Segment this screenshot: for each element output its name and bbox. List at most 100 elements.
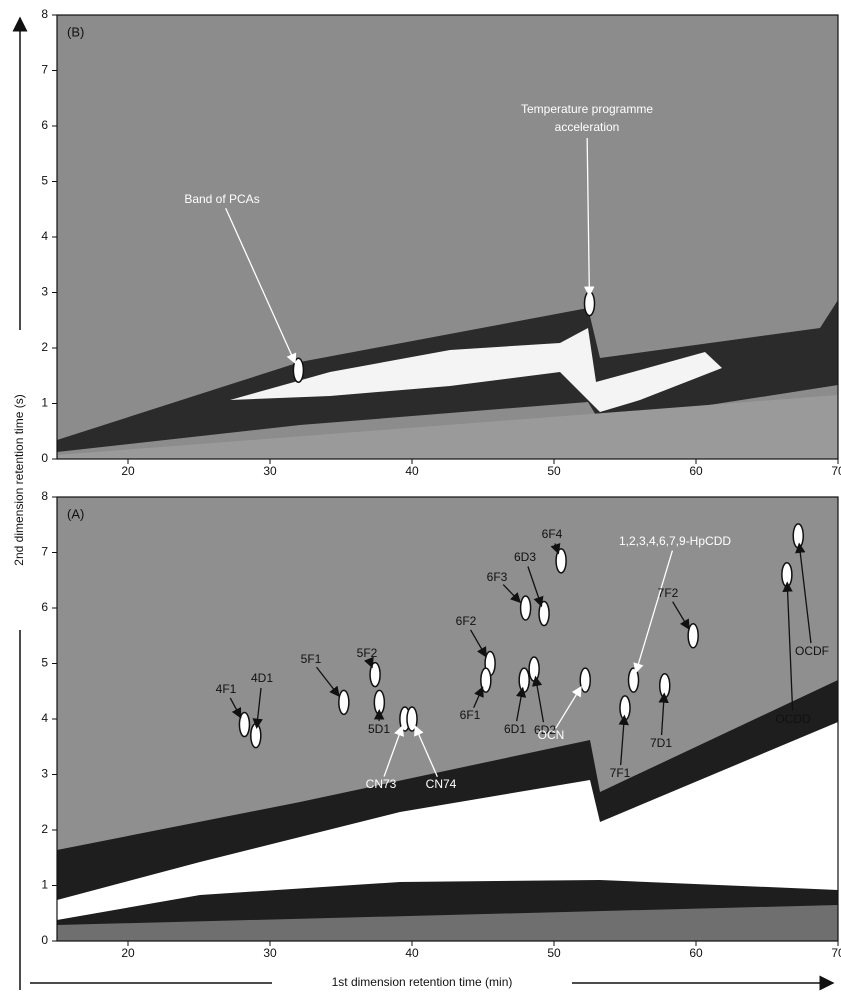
y-axis-label: 2nd dimension retention time (s) bbox=[12, 394, 26, 565]
annotation-label: 5F1 bbox=[301, 652, 322, 666]
y-tick-label: 1 bbox=[41, 878, 48, 892]
y-tick-label: 5 bbox=[41, 656, 48, 670]
annotation-arrow bbox=[795, 542, 812, 644]
y-tick-label: 3 bbox=[41, 767, 48, 781]
peak bbox=[250, 722, 262, 749]
annotation-label: 6F1 bbox=[460, 708, 481, 722]
annotation-label: 6F4 bbox=[542, 527, 563, 541]
panel-a-background bbox=[57, 497, 838, 941]
x-tick-label: 60 bbox=[689, 464, 703, 478]
peak bbox=[792, 523, 804, 549]
annotation-label: CN73 bbox=[366, 777, 397, 791]
peak bbox=[555, 548, 567, 574]
y-tick-label: 2 bbox=[41, 822, 48, 836]
annotation-arrow bbox=[584, 137, 595, 297]
peak bbox=[292, 357, 305, 383]
peak bbox=[238, 711, 251, 738]
y-tick-label: 4 bbox=[41, 711, 48, 725]
x-tick-label: 60 bbox=[689, 946, 703, 960]
y-tick-label: 7 bbox=[41, 63, 48, 77]
annotation-line: Temperature programme bbox=[521, 102, 653, 116]
annotation-label: 4D1 bbox=[251, 671, 273, 685]
x-label-bg bbox=[272, 973, 572, 993]
peak bbox=[519, 595, 532, 621]
annotation-arrow bbox=[658, 692, 669, 736]
annotation-arrow bbox=[555, 685, 582, 729]
x-tick-label: 20 bbox=[121, 464, 135, 478]
annotation-label: Temperature programme acceleration bbox=[521, 102, 653, 134]
peak bbox=[480, 667, 492, 693]
annotation-label: 5D1 bbox=[368, 722, 390, 736]
x-tick-label: 30 bbox=[263, 464, 277, 478]
peak bbox=[338, 689, 350, 716]
annotation-label: 7D1 bbox=[650, 736, 672, 750]
annotation-arrow bbox=[414, 725, 438, 778]
annotation-arrow bbox=[531, 675, 545, 723]
x-tick-label: 40 bbox=[405, 946, 419, 960]
annotation-label: 6F3 bbox=[487, 570, 508, 584]
peak bbox=[518, 667, 530, 693]
y-tick-label: 4 bbox=[41, 229, 48, 243]
annotation-line: acceleration bbox=[555, 120, 620, 134]
annotation-arrow bbox=[473, 686, 484, 709]
annotation-label: OCDD bbox=[775, 712, 811, 726]
y-tick-label: 8 bbox=[41, 7, 48, 21]
peak bbox=[528, 656, 540, 682]
annotation-label: 6D1 bbox=[504, 722, 526, 736]
annotation-label: 6D3 bbox=[514, 550, 536, 564]
y-tick-label: 0 bbox=[41, 451, 48, 465]
y-tick-label: 3 bbox=[41, 285, 48, 299]
peak bbox=[627, 667, 640, 693]
annotation-arrow bbox=[225, 207, 297, 365]
y-tick-label: 0 bbox=[41, 933, 48, 947]
annotation-arrow bbox=[782, 581, 794, 712]
x-tick-label: 30 bbox=[263, 946, 277, 960]
annotation-arrow bbox=[316, 666, 340, 698]
y-tick-label: 1 bbox=[41, 396, 48, 410]
y-tick-label: 8 bbox=[41, 489, 48, 503]
annotation-label: 6F2 bbox=[456, 614, 477, 628]
annotation-arrow bbox=[469, 629, 487, 658]
annotation-label: OCDF bbox=[795, 644, 829, 658]
y-tick-label: 6 bbox=[41, 118, 48, 132]
y-tick-label: 6 bbox=[41, 600, 48, 614]
peak bbox=[579, 667, 591, 693]
x-tick-label: 40 bbox=[405, 464, 419, 478]
annotation-label: 5F2 bbox=[357, 646, 378, 660]
peak bbox=[687, 623, 699, 649]
x-tick-label: 70 bbox=[831, 464, 841, 478]
panel-label: (A) bbox=[67, 506, 84, 521]
annotation-arrow bbox=[229, 697, 242, 719]
annotation-arrow bbox=[363, 656, 374, 669]
annotation-arrow bbox=[515, 686, 527, 722]
y-tick-label: 7 bbox=[41, 545, 48, 559]
annotation-label: 6D2 bbox=[534, 723, 556, 737]
annotation-arrow bbox=[527, 566, 544, 608]
x-tick-label: 20 bbox=[121, 946, 135, 960]
peak bbox=[406, 706, 418, 732]
annotation-arrow bbox=[618, 714, 629, 766]
x-tick-label: 50 bbox=[547, 464, 561, 478]
annotation-arrow bbox=[633, 550, 674, 674]
annotation-arrow bbox=[383, 725, 404, 777]
y-label-bg bbox=[10, 330, 30, 630]
annotation-label: 7F2 bbox=[658, 586, 679, 600]
annotation-label: Band of PCAs bbox=[184, 192, 259, 206]
x-axis-label: 1st dimension retention time (min) bbox=[332, 975, 513, 989]
y-tick-label: 2 bbox=[41, 340, 48, 354]
annotation-label: 1,2,3,4,6,7,9-HpCDD bbox=[619, 534, 731, 548]
y-tick-label: 5 bbox=[41, 174, 48, 188]
annotation-arrow bbox=[672, 601, 690, 631]
annotation-arrow bbox=[502, 584, 521, 604]
annotation-arrow bbox=[252, 687, 263, 729]
annotation-label: OCN bbox=[538, 728, 565, 742]
panel-b-background bbox=[57, 15, 838, 459]
annotation-arrow bbox=[550, 542, 561, 555]
peak bbox=[369, 661, 381, 688]
x-tick-label: 70 bbox=[831, 946, 841, 960]
panel-label: (B) bbox=[67, 24, 84, 39]
x-tick-label: 50 bbox=[547, 946, 561, 960]
annotation-label: 4F1 bbox=[216, 682, 237, 696]
annotation-label: CN74 bbox=[426, 777, 457, 791]
